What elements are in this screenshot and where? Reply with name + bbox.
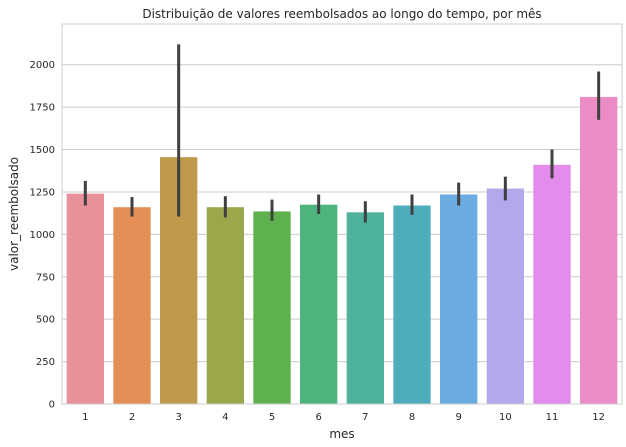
x-tick-labels: 1 2 3 4 5 6 7 8 9 10 11 12 bbox=[82, 412, 605, 423]
bar-mes-7 bbox=[346, 212, 384, 404]
x-tick-label: 3 bbox=[175, 412, 181, 423]
y-tick-label: 1750 bbox=[30, 103, 55, 114]
y-tick-label: 2000 bbox=[30, 60, 55, 71]
x-tick-label: 10 bbox=[499, 412, 512, 423]
y-tick-labels: 0 250 500 750 1000 1250 1500 1750 2000 bbox=[30, 60, 55, 410]
x-tick-label: 6 bbox=[315, 412, 321, 423]
y-tick-label: 1000 bbox=[30, 230, 55, 241]
plot-frame bbox=[61, 23, 623, 405]
chart-title: Distribuição de valores reembolsados ao … bbox=[142, 7, 541, 21]
x-axis-label: mes bbox=[329, 427, 354, 441]
bar-mes-4 bbox=[206, 207, 244, 404]
y-tick-label: 1250 bbox=[30, 187, 55, 198]
bars bbox=[66, 96, 618, 405]
x-tick-label: 2 bbox=[129, 412, 135, 423]
x-tick-label: 5 bbox=[269, 412, 275, 423]
bar-mes-10 bbox=[486, 188, 524, 404]
bar-mes-9 bbox=[440, 194, 478, 404]
y-tick-label: 500 bbox=[36, 315, 55, 326]
x-tick-label: 7 bbox=[362, 412, 368, 423]
error-bars bbox=[83, 44, 601, 223]
y-tick-label: 250 bbox=[36, 357, 55, 368]
bar-mes-11 bbox=[533, 164, 571, 404]
x-tick-label: 11 bbox=[546, 412, 559, 423]
bar-mes-2 bbox=[113, 207, 151, 404]
bar-mes-12 bbox=[580, 96, 618, 405]
y-tick-label: 1500 bbox=[30, 145, 55, 156]
x-tick-label: 8 bbox=[409, 412, 415, 423]
bar-mes-1 bbox=[66, 193, 104, 404]
x-tick-label: 1 bbox=[82, 412, 88, 423]
bar-mes-8 bbox=[393, 205, 431, 404]
bar-mes-6 bbox=[300, 204, 338, 404]
y-tick-label: 750 bbox=[36, 272, 55, 283]
x-tick-label: 12 bbox=[592, 412, 605, 423]
y-axis-label: valor_reembolsado bbox=[7, 157, 21, 271]
x-tick-label: 4 bbox=[222, 412, 228, 423]
y-tick-label: 0 bbox=[49, 400, 55, 411]
x-tick-label: 9 bbox=[455, 412, 461, 423]
bar-mes-5 bbox=[253, 211, 291, 404]
